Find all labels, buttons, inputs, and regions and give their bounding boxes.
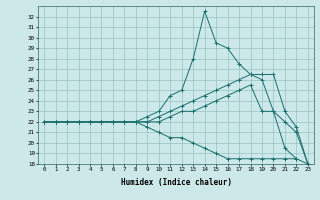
X-axis label: Humidex (Indice chaleur): Humidex (Indice chaleur) xyxy=(121,178,231,187)
